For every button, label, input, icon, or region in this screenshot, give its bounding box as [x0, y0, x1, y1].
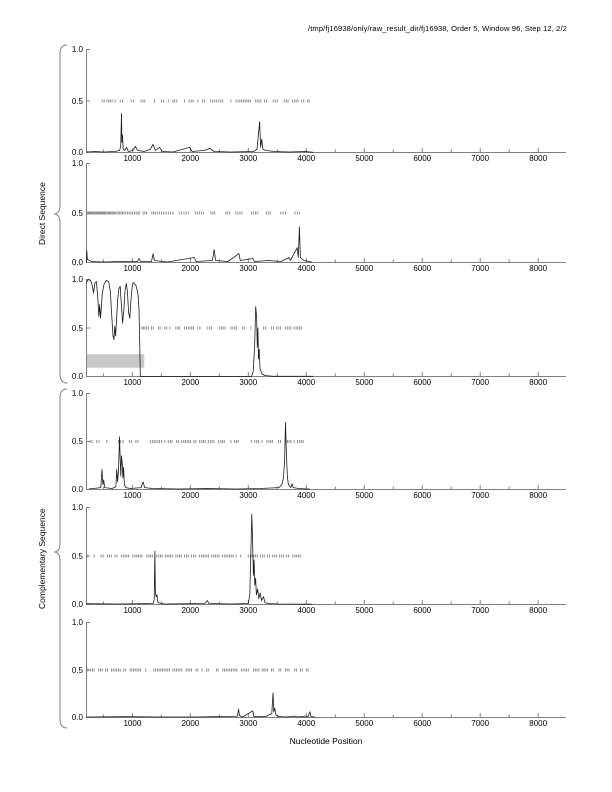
y-tick-label: 1.0: [71, 503, 83, 512]
x-tick-label: 4000: [297, 264, 316, 273]
x-tick-label: 1000: [123, 378, 142, 387]
signal-curve: [85, 226, 313, 263]
x-axis-title: Nucleotide Position: [289, 736, 363, 746]
x-tick-label: 4000: [297, 378, 316, 387]
x-tick-label: 3000: [239, 719, 258, 728]
x-tick-label: 1000: [123, 264, 142, 273]
panel-canvas-direct-1: [85, 49, 566, 153]
y-tick-label: 1.0: [71, 45, 83, 54]
signal-curve: [85, 113, 314, 153]
y-tick-label: 0.0: [71, 258, 83, 267]
x-tick-label: 7000: [471, 154, 490, 163]
x-tick-label: 3000: [239, 264, 258, 273]
panel-direct-2: 0.0 0.5 1.0 1000 2000 3000 4000 5000 6000 7000 800…: [72, 159, 566, 273]
panel-complementary-1: 0.0 0.5 1.0 1000 2000 3000 4000 5000 6000 7000 800…: [72, 389, 566, 500]
y-tick-label: 1.0: [71, 618, 83, 627]
y-tick-label: 0.0: [71, 600, 83, 609]
x-tick-label: 1000: [123, 719, 142, 728]
x-tick-label: 1000: [123, 154, 142, 163]
x-tick-label: 4000: [297, 606, 316, 615]
x-tick-label: 7000: [471, 264, 490, 273]
direct-sequence-label: Direct Sequence: [37, 182, 47, 246]
y-tick-label: 1.0: [71, 159, 83, 168]
x-tick-label: 7000: [471, 719, 490, 728]
y-tick-label: 0.0: [71, 713, 83, 722]
x-tick-label: 2000: [181, 491, 200, 500]
x-tick-label: 6000: [413, 606, 432, 615]
x-tick-label: 3000: [239, 491, 258, 500]
panel-canvas-complementary-1: [86, 393, 566, 490]
signal-curve: [85, 513, 313, 605]
x-tick-label: 8000: [529, 719, 548, 728]
x-tick-label: 2000: [181, 378, 200, 387]
complementary-sequence-label: Complementary Sequence: [37, 508, 47, 609]
y-tick-label: 0.0: [71, 485, 83, 494]
y-tick-label: 0.0: [71, 148, 83, 157]
x-tick-label: 6000: [413, 491, 432, 500]
x-tick-label: 1000: [123, 606, 142, 615]
y-tick-label: 0.5: [71, 208, 83, 218]
x-tick-label: 6000: [413, 264, 432, 273]
x-tick-label: 4000: [297, 154, 316, 163]
x-tick-label: 2000: [181, 719, 200, 728]
x-tick-label: 3000: [239, 378, 258, 387]
panel-canvas-complementary-3: [85, 622, 566, 718]
panel-direct-3: 0.0 0.5 1.0 1000 2000 3000 4000 5000 6000 7000 800…: [72, 275, 566, 387]
x-tick-label: 6000: [413, 378, 432, 387]
x-tick-label: 5000: [355, 154, 374, 163]
x-tick-label: 3000: [239, 154, 258, 163]
x-tick-label: 8000: [529, 378, 548, 387]
panel-complementary-2: 0.0 0.5 1.0 1000 2000 3000 4000 5000 6000 7000 800…: [72, 503, 566, 615]
x-tick-label: 8000: [529, 606, 548, 615]
panel-canvas-direct-3: [85, 279, 566, 377]
panel-canvas-complementary-2: [85, 507, 566, 605]
x-tick-label: 4000: [297, 719, 316, 728]
x-tick-label: 2000: [181, 606, 200, 615]
x-tick-label: 6000: [413, 719, 432, 728]
y-tick-label: 1.0: [71, 275, 83, 284]
x-tick-label: 2000: [181, 264, 200, 273]
masked-region-band: [86, 354, 145, 368]
x-tick-label: 1000: [123, 491, 142, 500]
panel-direct-1: 0.0 0.5 1.0 1000 2000 3000 4000 5000 6000 7000 800…: [72, 45, 566, 163]
signal-curve: [85, 279, 314, 377]
direct-group-brace: [53, 44, 68, 384]
x-tick-label: 7000: [471, 606, 490, 615]
y-tick-label: 0.5: [71, 551, 83, 561]
x-tick-label: 4000: [297, 491, 316, 500]
plot-title: /tmp/fj16938/only/raw_result_dir/fj16938…: [308, 24, 567, 33]
x-tick-label: 8000: [529, 264, 548, 273]
signal-curve: [88, 421, 310, 490]
complementary-group-brace: [53, 388, 68, 729]
x-tick-label: 5000: [355, 264, 374, 273]
x-tick-label: 5000: [355, 491, 374, 500]
signal-curve: [85, 692, 316, 718]
y-tick-label: 0.5: [71, 437, 83, 446]
x-tick-label: 5000: [355, 378, 374, 387]
x-tick-label: 7000: [471, 491, 490, 500]
y-tick-label: 0.5: [71, 323, 83, 333]
x-tick-label: 5000: [355, 719, 374, 728]
x-tick-label: 7000: [471, 378, 490, 387]
x-tick-label: 3000: [239, 606, 258, 615]
panel-canvas-direct-2: [85, 163, 566, 263]
panel-complementary-3: 0.0 0.5 1.0 1000 2000 3000 4000 5000 6000 7000 800…: [72, 618, 566, 728]
y-tick-label: 0.5: [71, 96, 83, 106]
x-tick-label: 5000: [355, 606, 374, 615]
x-tick-label: 8000: [529, 491, 548, 500]
y-tick-label: 1.0: [71, 389, 83, 398]
x-tick-label: 8000: [529, 154, 548, 163]
x-tick-label: 2000: [181, 154, 200, 163]
y-tick-label: 0.5: [71, 665, 83, 675]
y-tick-label: 0.0: [71, 372, 83, 381]
x-tick-label: 6000: [413, 154, 432, 163]
group-braces: [53, 44, 68, 729]
